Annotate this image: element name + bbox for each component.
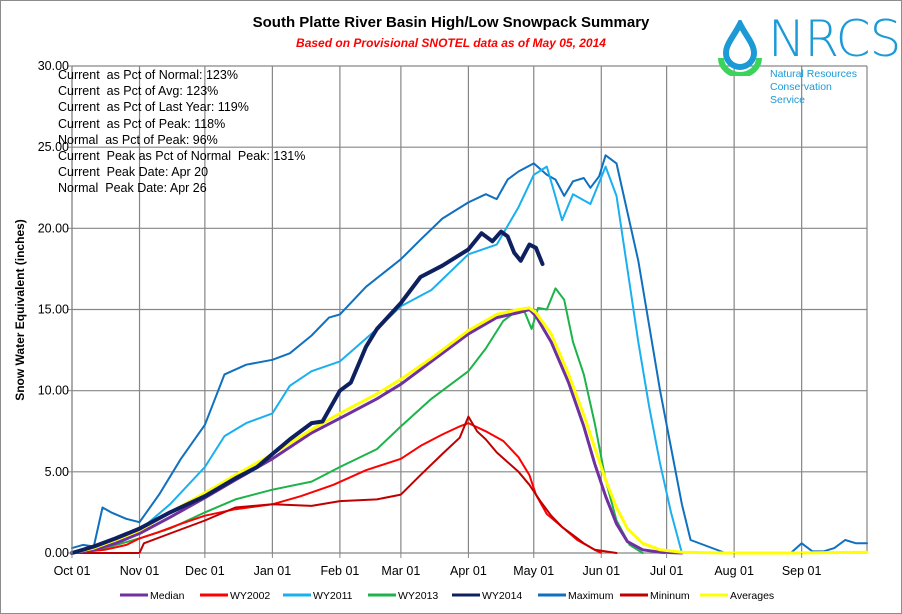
x-tick-label: Jun 01 (583, 564, 621, 578)
x-tick-label: Aug 01 (714, 564, 754, 578)
series-line-mininum (71, 415, 618, 554)
legend-label: WY2014 (482, 590, 522, 602)
x-tick-label: Jul 01 (650, 564, 683, 578)
legend-item-wy2011: WY2011 (283, 590, 353, 602)
legend-label: Median (150, 590, 185, 602)
stat-line: Current Peak as Pct of Normal Peak: 131% (58, 149, 306, 164)
stat-line: Current as Pct of Peak: 118% (58, 116, 226, 131)
series-line-wy2011 (71, 165, 683, 554)
series-line-wy2013 (71, 287, 644, 554)
stat-line: Current Peak Date: Apr 20 (58, 165, 209, 180)
x-tick-label: May 01 (513, 564, 554, 578)
y-tick-label: 0.00 (45, 546, 69, 560)
series-line-maximum (71, 154, 868, 554)
x-tick-label: Oct 01 (54, 564, 91, 578)
legend-label: WY2002 (230, 590, 270, 602)
legend: Median WY2002 WY2011 WY2013 WY2014 Maximum Min… (120, 590, 774, 602)
y-tick-label: 25.00 (38, 140, 69, 154)
series-line-wy2002 (71, 422, 603, 554)
x-tick-label: Feb 01 (320, 564, 359, 578)
stat-line: Current as Pct of Last Year: 119% (58, 100, 249, 115)
water-drop-icon (718, 20, 762, 76)
x-tick-label: Jan 01 (254, 564, 292, 578)
legend-item-mininum: Mininum (620, 590, 690, 602)
logo-wordmark: NRCS (768, 10, 901, 68)
stat-line: Current as Pct of Normal: 123% (58, 68, 238, 82)
legend-label: WY2011 (313, 590, 353, 602)
stats-annotation: Current as Pct of Normal: 123% Current a… (58, 67, 305, 197)
axes: 0.00 5.00 10.00 15.00 20.00 25.00 30.00 Oct 01 N… (38, 59, 822, 578)
y-axis-label: Snow Water Equivalent (inches) (13, 219, 27, 401)
legend-item-maximum: Maximum (538, 590, 614, 602)
series-line-wy2014 (70, 229, 545, 555)
legend-item-averages: Averages (700, 590, 774, 602)
x-tick-label: Mar 01 (381, 564, 420, 578)
nrcs-logo: NRCS Natural Resources Conservation Serv… (718, 10, 901, 106)
x-tick-label: Dec 01 (185, 564, 225, 578)
legend-label: Averages (730, 590, 774, 602)
series-line-median (70, 308, 684, 555)
legend-label: Mininum (650, 590, 690, 602)
legend-item-wy2002: WY2002 (200, 590, 270, 602)
stat-line: Current as Pct of Avg: 123% (58, 84, 219, 99)
y-tick-label: 20.00 (38, 221, 69, 235)
legend-label: WY2013 (398, 590, 438, 602)
logo-line-1: Natural Resources (770, 68, 857, 80)
chart-title: South Platte River Basin High/Low Snowpa… (252, 14, 650, 31)
x-tick-label: Sep 01 (782, 564, 822, 578)
logo-line-2: Conservation Service (770, 81, 832, 106)
y-tick-label: 30.00 (38, 59, 69, 73)
chart-subtitle: Based on Provisional SNOTEL data as of M… (296, 36, 606, 50)
stat-line: Normal Peak Date: Apr 26 (58, 181, 207, 196)
legend-item-median: Median (120, 590, 185, 602)
logo-subtitle: Natural Resources Conservation Service (770, 68, 868, 107)
legend-label: Maximum (568, 590, 614, 602)
stat-line: Normal as Pct of Peak: 96% (58, 132, 218, 147)
legend-item-wy2014: WY2014 (452, 590, 522, 602)
y-tick-label: 15.00 (38, 303, 69, 317)
x-tick-label: Apr 01 (450, 564, 487, 578)
y-tick-label: 5.00 (45, 465, 69, 479)
series-layer (70, 154, 869, 555)
series-line-averages (70, 306, 869, 555)
legend-item-wy2013: WY2013 (368, 590, 438, 602)
x-tick-label: Nov 01 (120, 564, 160, 578)
y-tick-label: 10.00 (38, 384, 69, 398)
